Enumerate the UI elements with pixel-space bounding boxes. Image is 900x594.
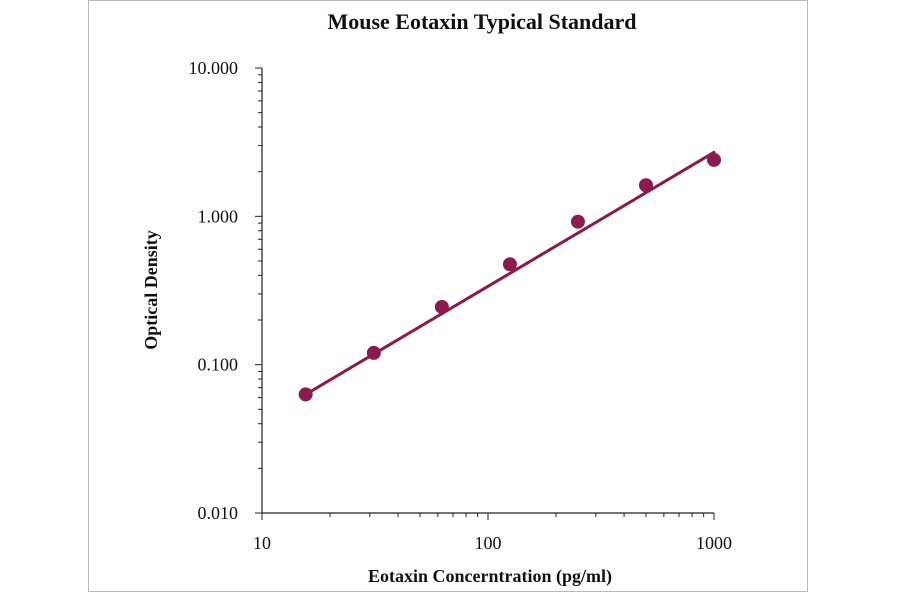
data-points <box>298 152 721 402</box>
data-point <box>366 345 381 360</box>
x-tick-label: 1000 <box>696 533 732 553</box>
y-axis-title: Optical Density <box>141 230 161 350</box>
trendline-segment <box>304 150 716 396</box>
trendline <box>304 150 716 396</box>
data-point <box>570 214 585 229</box>
chart-frame <box>88 0 808 592</box>
axes: 10 100 1000 0.010 0.100 1.000 10.000 <box>189 58 733 553</box>
y-tick-label: 10.000 <box>189 58 239 78</box>
chart-title: Mouse Eotaxin Typical Standard <box>327 9 636 34</box>
x-tick-label: 10 <box>253 533 271 553</box>
data-point <box>707 152 721 167</box>
data-point <box>502 257 517 272</box>
data-point <box>638 178 653 193</box>
y-tick-label: 0.100 <box>198 355 239 375</box>
data-point <box>298 387 313 402</box>
x-tick-label: 100 <box>475 533 502 553</box>
x-axis-title: Eotaxin Concerntration (pg/ml) <box>368 566 612 587</box>
y-tick-label: 1.000 <box>198 206 239 226</box>
data-point <box>434 299 449 314</box>
y-tick-label: 0.010 <box>198 503 239 523</box>
